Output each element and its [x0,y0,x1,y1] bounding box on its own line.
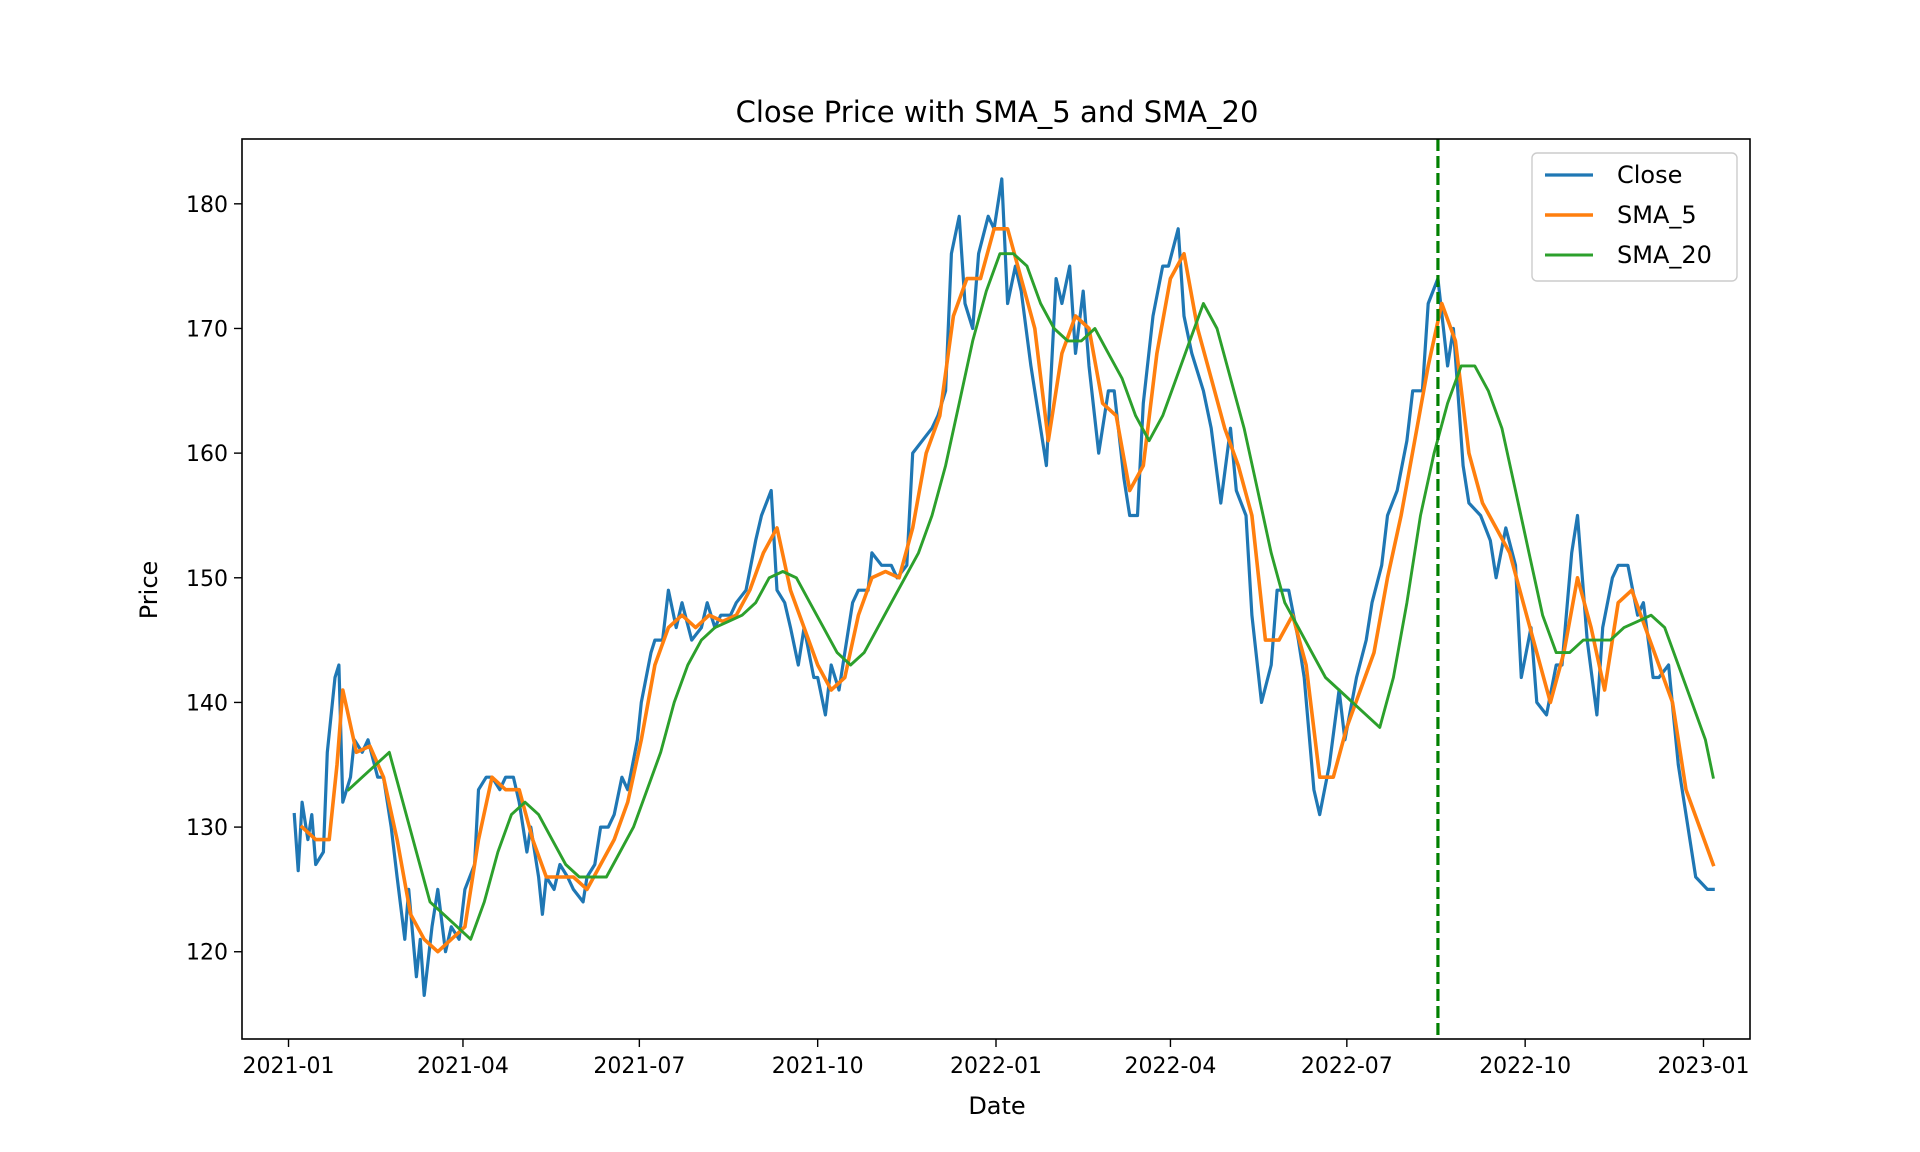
x-tick-label: 2022-04 [1124,1054,1216,1079]
legend: Close SMA_5 SMA_20 [1531,152,1738,282]
x-axis: 2021-01 2021-04 2021-07 2021-10 2022-01 2022-… [243,1039,1750,1079]
legend-label: SMA_5 [1617,201,1697,229]
x-tick-label: 2022-10 [1479,1054,1571,1079]
y-tick-label: 170 [186,317,228,342]
chart-title: Close Price with SMA_5 and SMA_20 [736,95,1259,129]
y-tick-label: 140 [186,691,228,716]
series-line-sma-20 [346,252,1715,941]
x-tick-label: 2021-01 [243,1054,335,1079]
y-tick-label: 120 [186,941,228,966]
y-tick-label: 150 [186,567,228,592]
y-axis-label: Price [135,561,163,620]
x-tick-label: 2022-07 [1301,1054,1393,1079]
series-layer [292,177,1716,997]
y-tick-label: 130 [186,816,228,841]
y-axis: 120 130 140 150 160 170 180 [186,193,242,966]
x-tick-label: 2021-04 [417,1054,509,1079]
legend-label: Close [1617,161,1682,189]
legend-box [1531,152,1738,282]
x-axis-label: Date [968,1092,1025,1120]
y-tick-label: 160 [186,442,228,467]
series-line-sma-5 [299,227,1716,954]
legend-label: SMA_20 [1617,241,1712,269]
y-tick-label: 180 [186,193,228,218]
x-tick-label: 2023-01 [1658,1054,1750,1079]
x-tick-label: 2022-01 [950,1054,1042,1079]
x-tick-label: 2021-07 [593,1054,685,1079]
x-tick-label: 2021-10 [772,1054,864,1079]
